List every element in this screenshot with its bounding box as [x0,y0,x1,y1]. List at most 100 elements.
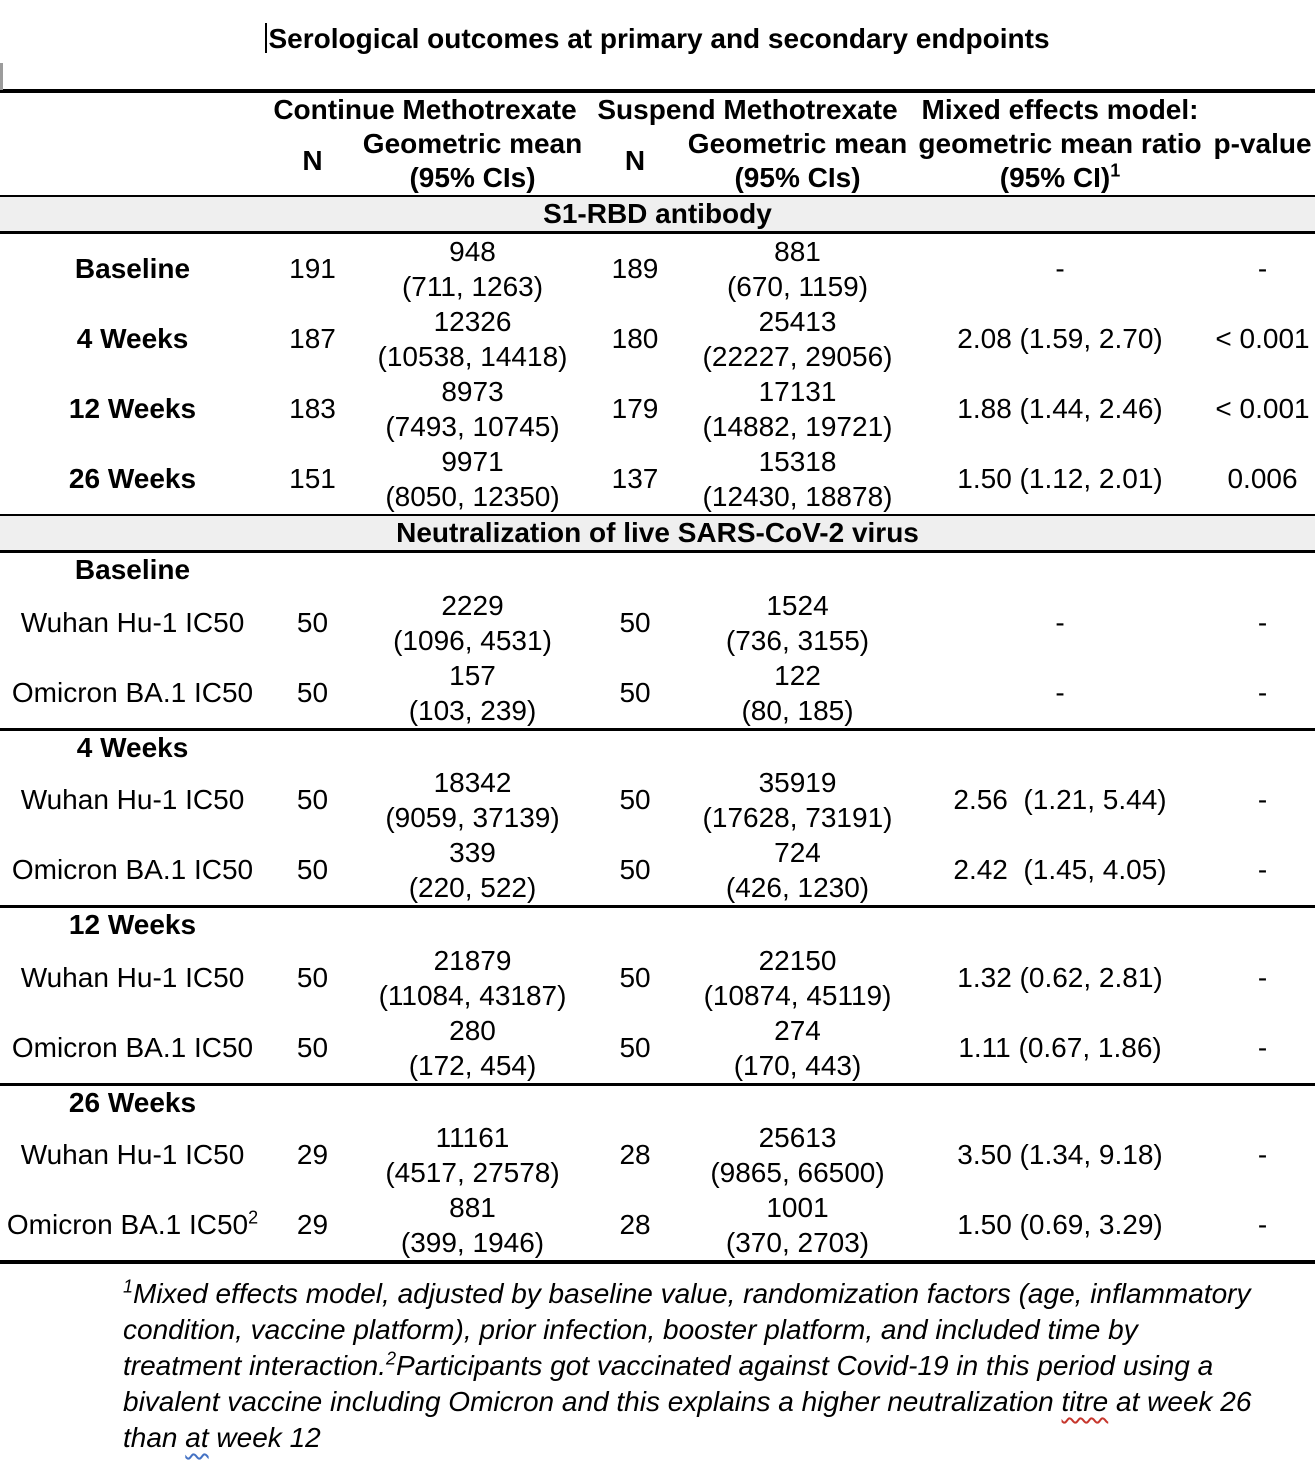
header-suspend-methotrexate: Suspend Methotrexate [585,89,911,127]
footnote-text: bivalent vaccine including Omicron and t… [123,1386,1062,1417]
gm-ci: (22227, 29056) [702,341,893,372]
cell-ratio: - [1055,606,1065,638]
gm-value: 22150 [758,944,837,976]
table-row: 4 Weeks 187 12326 (10538, 14418) 180 2541… [0,304,1315,374]
cell-n-suspend: 179 [611,393,659,424]
cell-gm-continue: 339 (220, 522) [360,835,585,907]
header-gm-continue: Geometric mean [362,128,583,159]
gm-ci: (736, 3155) [725,624,870,656]
footnote-text: at week 26 [1108,1386,1252,1417]
gm-value: 35919 [758,767,837,798]
cell-ratio: 1.32 (0.62, 2.81) [957,961,1163,993]
cell-n-suspend: 28 [619,1139,651,1170]
cell-p-value: < 0.001 [1215,393,1310,424]
gm-value: 881 [449,1192,496,1223]
cell-n-continue: 29 [265,1190,360,1264]
gm-ci: (9059, 37139) [385,802,560,833]
text-cursor [265,23,268,53]
cell-gm-suspend: 25413 (22227, 29056) [685,304,910,374]
header-ci-ratio-text: (95% CI) [999,162,1111,193]
gm-ci: (14882, 19721) [702,411,893,442]
cell-n-suspend: 50 [619,961,651,993]
header-row-columns: N Geometric mean N Geometric mean geomet… [0,127,1315,176]
footnote-line-2: condition, vaccine platform), prior infe… [123,1312,1315,1348]
gm-ci: (80, 185) [741,694,854,726]
cell-n-continue: 50 [296,961,329,993]
footnote-text: Mixed effects model, adjusted by baselin… [133,1278,1251,1309]
cell-n-suspend: 50 [619,854,651,885]
cell-gm-continue: 8973 (7493, 10745) [360,374,585,444]
cell-ratio: 1.50 (0.69, 3.29) [910,1190,1211,1264]
gm-ci: (4517, 27578) [385,1157,560,1188]
cell-gm-continue: 280 (172, 454) [360,1013,585,1085]
empty-cell [265,1082,1315,1120]
cell-p-value: - [1257,606,1268,638]
header-empty-cell [0,89,265,196]
gm-value: 1524 [766,589,829,621]
section-band-label: Neutralization of live SARS-CoV-2 virus [0,514,1315,553]
gm-ci: (1096, 4531) [393,624,552,656]
gm-ci: (12430, 18878) [702,481,893,512]
cell-gm-suspend: 17131 (14882, 19721) [685,374,910,444]
cell-ratio: 1.50 (1.12, 2.01) [957,463,1163,494]
cell-gm-suspend: 881 (670, 1159) [685,233,910,305]
row-label: Baseline [74,253,191,284]
gm-value: 12326 [433,306,512,337]
cell-gm-continue: 9971 (8050, 12350) [360,444,585,515]
cell-n-suspend: 50 [619,784,651,815]
cell-gm-suspend: 724 (426, 1230) [685,835,910,907]
empty-cell [265,905,1315,943]
cell-n-suspend: 28 [585,1190,686,1264]
table-row: Wuhan Hu-1 IC50 50 2229 (1096, 4531) 50 1… [0,588,1315,658]
results-table: Continue Methotrexate Suspend Methotrexa… [0,89,1315,1264]
header-mixed-model-line2: geometric mean ratio [918,128,1202,159]
gm-ci: (711, 1263) [401,271,544,302]
gm-ci: (10874, 45119) [703,979,892,1011]
gm-value: 11161 [435,1122,510,1153]
cell-gm-continue: 18342 (9059, 37139) [360,765,585,835]
cell-p-value: - [1257,961,1268,993]
gm-ci: (11084, 43187) [378,979,567,1011]
gm-value: 122 [774,659,821,691]
header-row-ci: (95% CIs) (95% CIs) (95% CI)1 [0,161,1315,196]
table-row: 12 Weeks 183 8973 (7493, 10745) 179 17131… [0,374,1315,444]
cell-ratio: 3.50 (1.34, 9.18) [957,1139,1163,1170]
gm-value: 724 [774,837,821,868]
table-row: Wuhan Hu-1 IC50 50 21879 (11084, 43187) 5… [0,943,1315,1013]
gm-ci: (103, 239) [408,694,537,726]
cell-ratio: - [1055,253,1065,284]
subsection-heading-label: 4 Weeks [0,727,265,765]
table-row: Omicron BA.1 IC502 29 881 (399, 1946) 28 … [0,1190,1315,1264]
row-label: 4 Weeks [76,323,189,354]
gm-ci: (670, 1159) [726,271,869,302]
page-edge-artifact [0,63,3,90]
cell-n-suspend: 180 [611,323,659,354]
header-row-groups: Continue Methotrexate Suspend Methotrexa… [0,89,1315,196]
gm-ci: (172, 454) [408,1049,537,1081]
cell-n-suspend: 50 [619,606,651,638]
header-n-suspend: N [624,145,646,176]
row-label-text: Omicron BA.1 IC50 [6,1209,249,1240]
empty-cell [265,552,1315,588]
gm-value: 948 [449,236,496,267]
cell-gm-suspend: 1001 (370, 2703) [685,1190,911,1264]
gm-ci: (9865, 66500) [710,1157,885,1188]
cell-p-value: - [1257,1031,1268,1063]
header-continue-methotrexate: Continue Methotrexate [265,89,586,127]
cell-p-value: - [1257,253,1268,284]
header-mixed-model-line3: (95% CI)1 [910,161,1210,196]
cell-p-value: - [1257,1139,1268,1170]
footnote-text: than [123,1422,186,1453]
section-band-s1rbd: S1-RBD antibody [0,195,1315,234]
gm-value: 18342 [433,767,512,798]
header-gm-suspend: Geometric mean [687,128,908,159]
row-label: Omicron BA.1 IC50 [11,854,254,885]
cell-ratio: 1.88 (1.44, 2.46) [957,393,1163,424]
cell-gm-continue: 11161 (4517, 27578) [360,1120,585,1190]
gm-value: 9971 [441,446,504,477]
header-p-value: p-value [1210,89,1315,196]
gm-value: 25613 [758,1122,837,1153]
row-label: 12 Weeks [68,393,197,424]
cell-p-value: - [1210,1190,1315,1264]
